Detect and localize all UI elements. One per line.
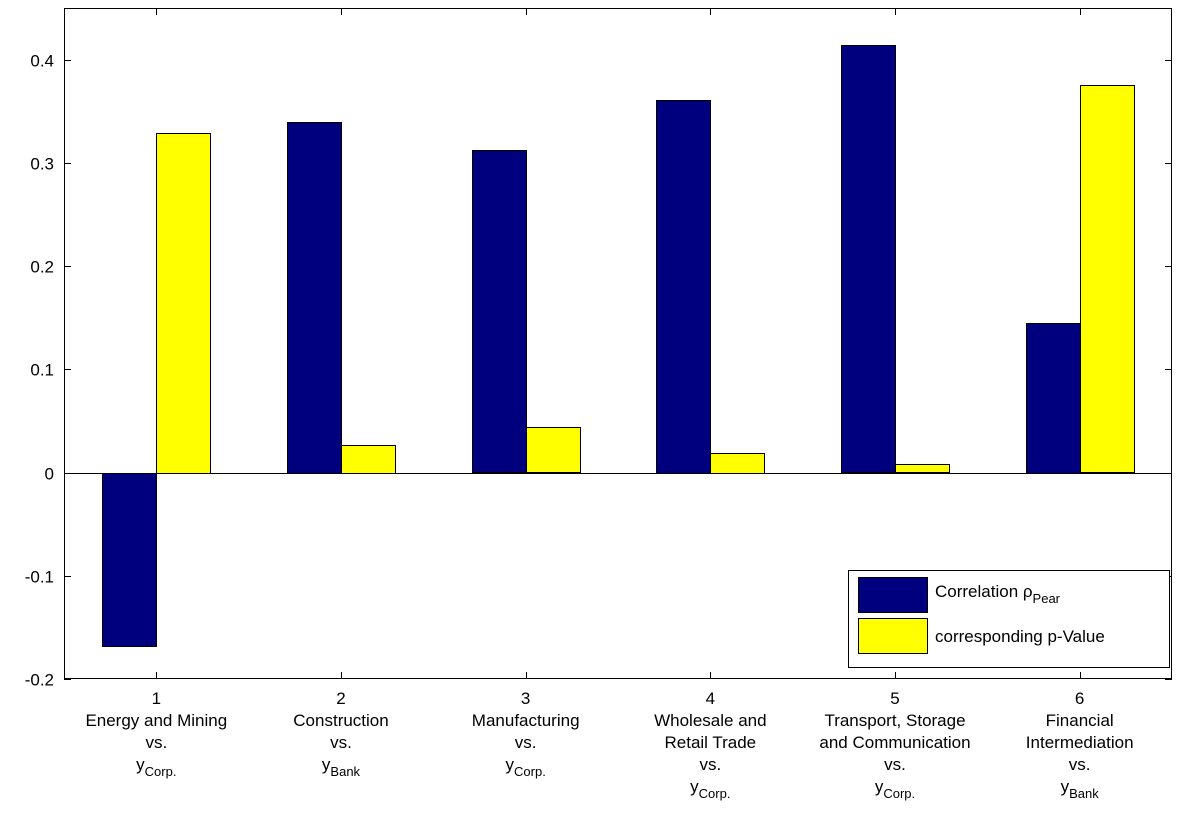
legend-label-p-value: corresponding p-Value (935, 627, 1105, 646)
y-tick-label: 0.3 (30, 155, 54, 174)
x-tick-label: 5 (890, 689, 899, 708)
bar-series1-cat3 (472, 150, 527, 473)
category-description-line: vs. (145, 733, 167, 752)
category-description-line: Wholesale and (654, 711, 766, 730)
x-tick-label: 6 (1075, 689, 1084, 708)
bar-series1-cat1 (102, 473, 157, 647)
bars-group (102, 45, 1135, 647)
plot-area (64, 8, 1172, 679)
y-tick-label: 0.4 (30, 52, 54, 71)
category-y-variable: yCorp. (875, 777, 915, 801)
x-tick-label: 3 (521, 689, 530, 708)
category-y-variable: yCorp. (690, 777, 730, 801)
category-description-line: Financial (1046, 711, 1114, 730)
category-description-line: vs. (515, 733, 537, 752)
category-description-line: vs. (1069, 755, 1091, 774)
bar-series1-cat2 (287, 122, 342, 474)
category-description-line: Retail Trade (664, 733, 756, 752)
ticks-group: -0.2 -0.1 0 0.1 0.2 0.3 0.4 (25, 8, 1172, 690)
category-description-line: vs. (699, 755, 721, 774)
bar-series1-cat5 (841, 45, 896, 473)
bar-series1-cat4 (656, 100, 711, 474)
category-description-line: Energy and Mining (85, 711, 227, 730)
category-description-line: Construction (293, 711, 388, 730)
legend-swatch-correlation (858, 577, 928, 613)
x-tick-label: 4 (706, 689, 715, 708)
bar-series2-cat2 (341, 445, 396, 474)
bar-series2-cat4 (710, 453, 765, 474)
y-tick-label: -0.1 (25, 568, 54, 587)
x-tick-label: 2 (336, 689, 345, 708)
category-y-variable: yBank (1061, 777, 1100, 801)
y-tick-label: -0.2 (25, 671, 54, 690)
legend: Correlation ρPear corresponding p-Value (848, 570, 1170, 668)
legend-label-correlation-main: Correlation ρ (935, 582, 1033, 601)
y-tick-label: 0.1 (30, 361, 54, 380)
category-description-line: Manufacturing (472, 711, 580, 730)
x-tick-label: 1 (152, 689, 161, 708)
category-description-line: Transport, Storage (824, 711, 965, 730)
bar-series2-cat1 (156, 133, 211, 474)
category-y-variable: yCorp. (506, 755, 546, 779)
category-description-line: Intermediation (1026, 733, 1134, 752)
plot-border (64, 8, 1172, 679)
y-tick-label: 0 (45, 465, 54, 484)
bar-series2-cat6 (1080, 85, 1135, 473)
category-labels: 1 Energy and Mining vs. yCorp. 2 Construction… (85, 689, 1133, 801)
category-description-line: vs. (884, 755, 906, 774)
category-y-variable: yCorp. (136, 755, 176, 779)
y-tick-label: 0.2 (30, 258, 54, 277)
bar-series2-cat3 (526, 427, 581, 473)
category-y-variable: yBank (322, 755, 361, 779)
legend-swatch-p-value (858, 618, 928, 654)
legend-label-correlation: Correlation ρPear (935, 582, 1061, 606)
bar-series1-cat6 (1026, 323, 1081, 474)
legend-label-correlation-sub: Pear (1033, 591, 1061, 606)
category-description-line: and Communication (819, 733, 970, 752)
category-description-line: vs. (330, 733, 352, 752)
bar-series2-cat5 (895, 464, 950, 473)
